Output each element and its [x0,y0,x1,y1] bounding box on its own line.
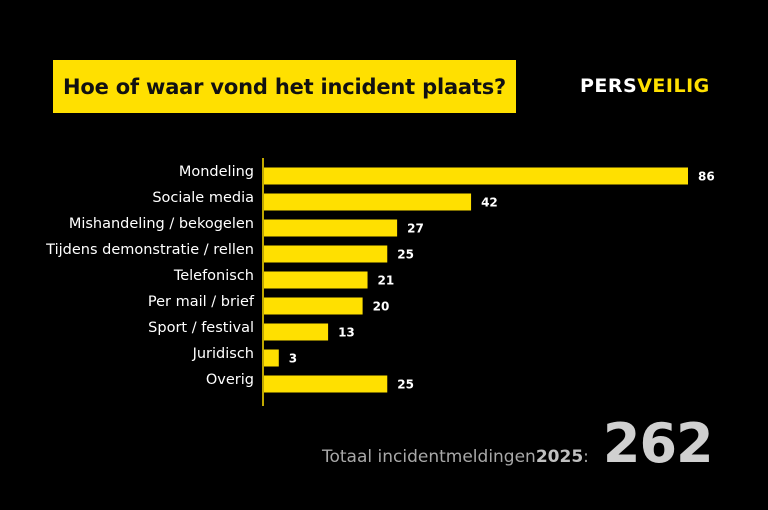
bar [264,271,368,289]
bar [264,297,363,315]
category-label: Overig [206,372,254,388]
category-label: Sociale media [152,190,254,206]
total-summary: Totaal incidentmeldingen 2025 : 262 [322,412,714,475]
bar [264,323,329,341]
total-colon: : [583,447,589,467]
title-banner: Hoe of waar vond het incident plaats? [53,60,516,113]
data-label: 20 [373,300,390,314]
bar [264,245,388,263]
category-label: Per mail / brief [148,294,255,310]
logo-text-pers: PERS [580,75,638,97]
category-label: Sport / festival [148,320,254,336]
total-label: Totaal incidentmeldingen [322,447,536,467]
total-value: 262 [602,412,714,475]
data-label: 21 [378,274,395,288]
data-label: 42 [481,196,498,210]
category-label: Mishandeling / bekogelen [69,216,254,232]
logo-text-veilig: VEILIG [637,75,710,97]
data-label: 25 [397,248,414,262]
bar [264,167,688,185]
bar [264,193,472,211]
category-label: Tijdens demonstratie / rellen [45,242,254,258]
bar [264,219,398,237]
data-label: 86 [698,170,715,184]
data-label: 3 [289,352,297,366]
bar [264,375,388,393]
category-label: Mondeling [179,164,254,180]
data-label: 13 [338,326,355,340]
data-label: 27 [407,222,424,236]
persveilig-logo: PERSVEILIG [580,75,710,97]
category-label: Telefonisch [173,268,254,284]
total-year: 2025 [535,447,584,467]
bar [264,349,279,367]
category-label: Juridisch [192,346,254,362]
data-label: 25 [397,378,414,392]
chart-title: Hoe of waar vond het incident plaats? [62,74,507,99]
